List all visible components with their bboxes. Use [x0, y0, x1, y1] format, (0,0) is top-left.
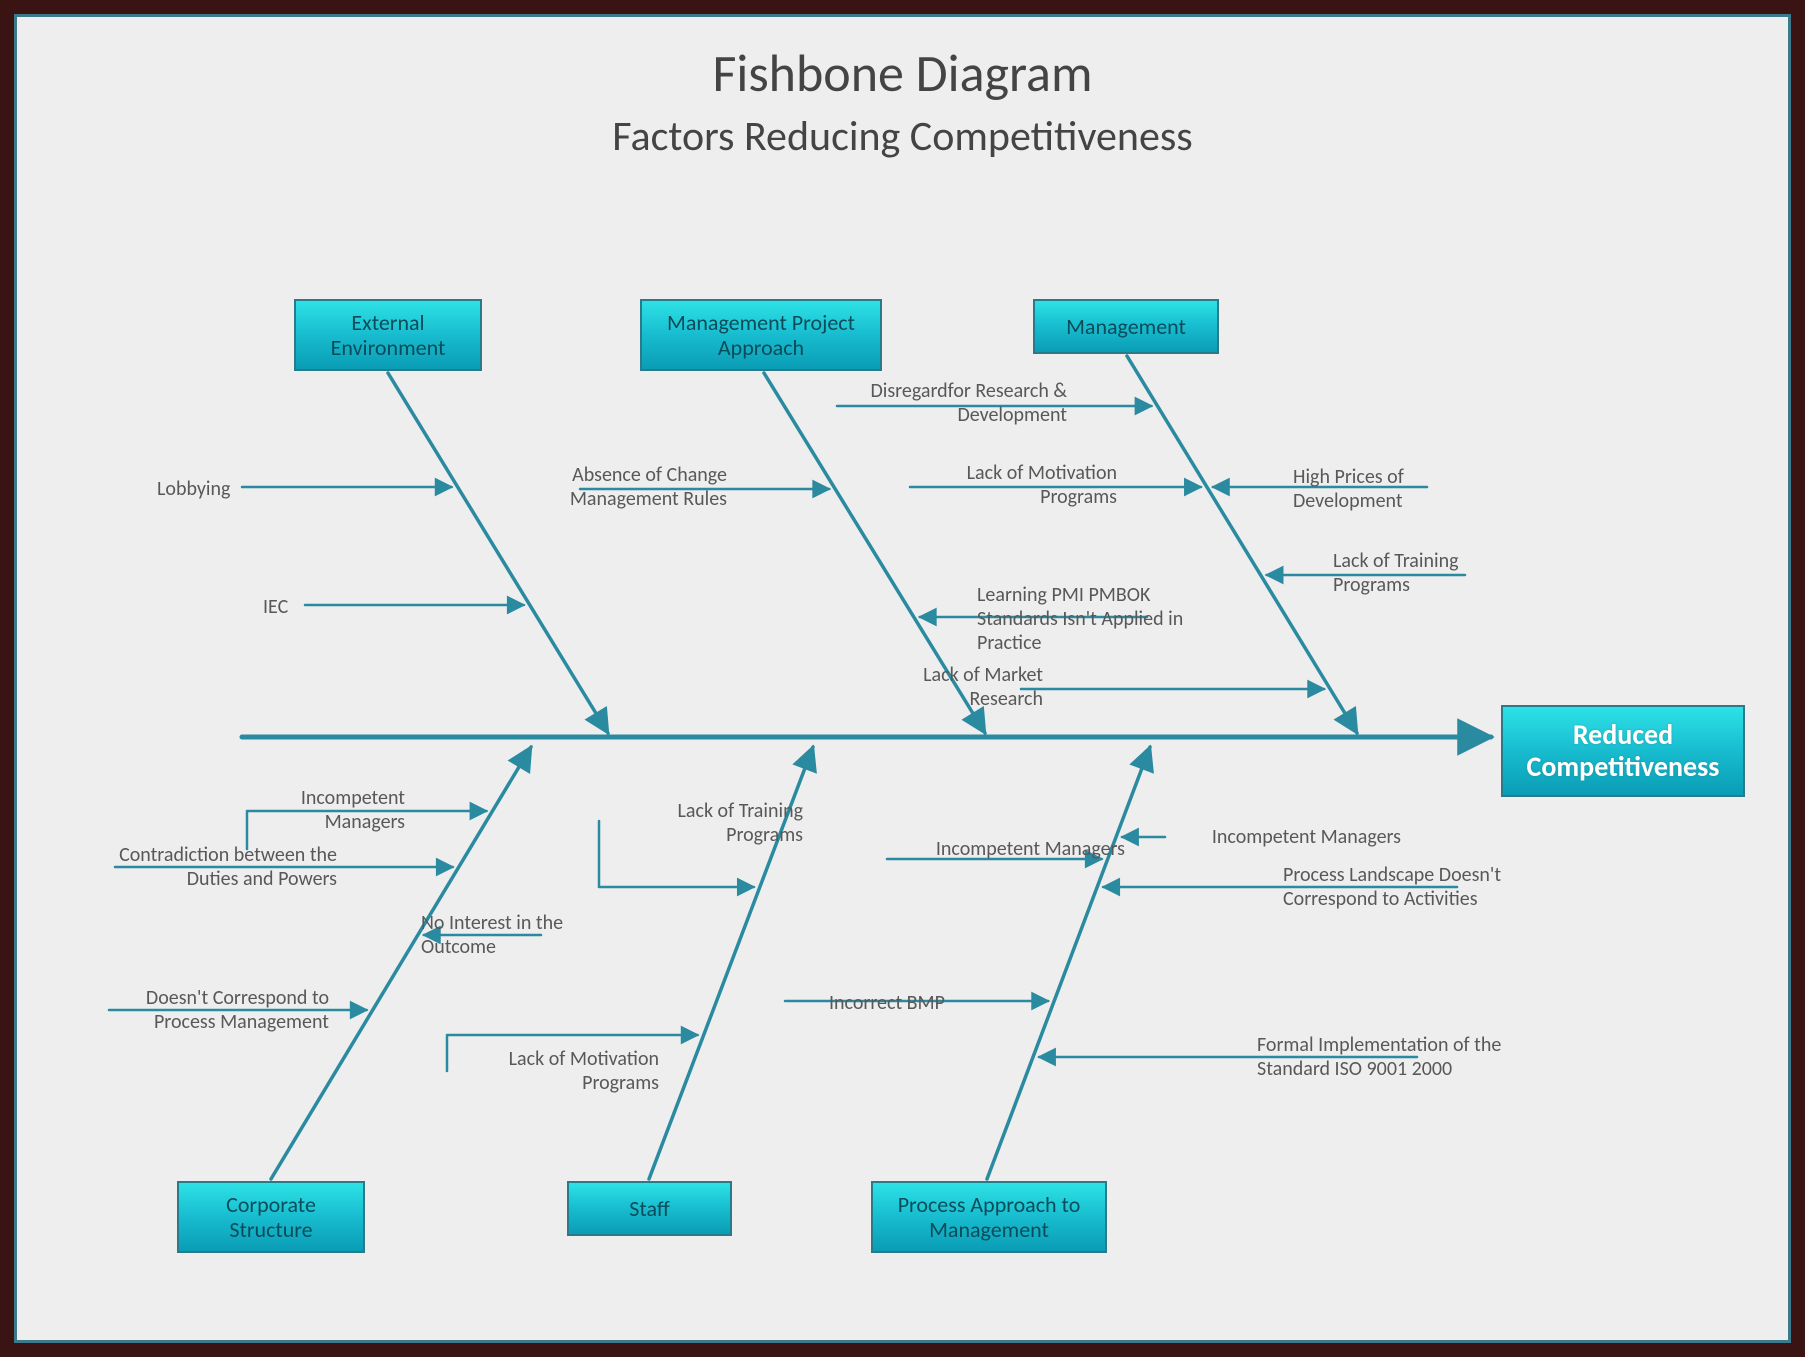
cause-label-staff-1: Lack of Motivation Programs	[459, 1047, 659, 1095]
cause-label-process-approach-2: Process Landscape Doesn't Correspond to …	[1283, 863, 1543, 911]
cause-label-process-approach-1: Incompetent Managers	[1171, 825, 1401, 849]
cause-label-staff-0: Lack of Training Programs	[623, 799, 803, 847]
category-staff: Staff	[567, 1181, 732, 1236]
diagram-title: Fishbone Diagram	[17, 41, 1788, 105]
diagram-panel: Fishbone Diagram Factors Reducing Compet…	[14, 14, 1791, 1343]
cause-label-corporate-structure-3: Doesn't Correspond to Process Management	[97, 986, 329, 1034]
cause-label-management-project-approach-0: Absence of Change Management Rules	[517, 463, 727, 511]
category-external-environment: External Environment	[294, 299, 482, 371]
cause-label-management-1: Lack of Motivation Programs	[897, 461, 1117, 509]
cause-label-management-4: Lack of Market Research	[873, 663, 1043, 711]
cause-label-process-approach-3: Incorrect BMP	[785, 991, 945, 1015]
diagram-subtitle: Factors Reducing Competitiveness	[17, 111, 1788, 162]
cause-label-external-environment-0: Lobbying	[157, 477, 230, 501]
cause-label-management-project-approach-1: Learning PMI PMBOK Standards Isn't Appli…	[977, 583, 1217, 655]
effect-head: Reduced Competitiveness	[1501, 705, 1745, 797]
outer-frame: Fishbone Diagram Factors Reducing Compet…	[0, 0, 1805, 1357]
cause-label-management-3: Lack of Training Programs	[1333, 549, 1513, 597]
bone-management	[1127, 356, 1357, 733]
bone-process-approach	[987, 747, 1150, 1179]
cause-label-process-approach-4: Formal Implementation of the Standard IS…	[1257, 1033, 1517, 1081]
cause-label-corporate-structure-2: No Interest in the Outcome	[421, 911, 581, 959]
cause-label-external-environment-1: IEC	[263, 595, 288, 619]
cause-label-management-0: Disregardfor Research & Development	[827, 379, 1067, 427]
cause-label-process-approach-0: Incompetent Managers	[895, 837, 1125, 861]
cause-label-corporate-structure-1: Contradiction between the Duties and Pow…	[107, 843, 337, 891]
bone-external-environment	[388, 373, 608, 733]
category-management-project-approach: Management Project Approach	[640, 299, 882, 371]
category-management: Management	[1033, 299, 1219, 354]
cause-label-management-2: High Prices of Development	[1293, 465, 1473, 513]
category-process-approach: Process Approach to Management	[871, 1181, 1107, 1253]
cause-label-corporate-structure-0: Incompetent Managers	[245, 786, 405, 834]
category-corporate-structure: Corporate Structure	[177, 1181, 365, 1253]
